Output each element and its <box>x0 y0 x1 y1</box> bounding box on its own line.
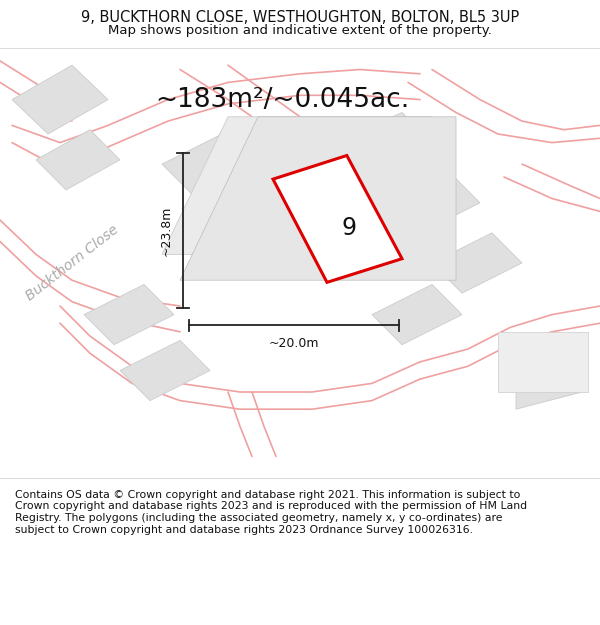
Text: Buckthorn Close: Buckthorn Close <box>23 222 121 303</box>
Polygon shape <box>162 117 432 254</box>
Text: Map shows position and indicative extent of the property.: Map shows position and indicative extent… <box>108 24 492 38</box>
Polygon shape <box>498 332 588 392</box>
Polygon shape <box>273 156 402 282</box>
Polygon shape <box>84 284 174 345</box>
Polygon shape <box>12 65 108 134</box>
Text: ~23.8m: ~23.8m <box>159 206 172 256</box>
Polygon shape <box>180 117 456 280</box>
Polygon shape <box>162 134 252 194</box>
Polygon shape <box>372 284 462 345</box>
Text: 9, BUCKTHORN CLOSE, WESTHOUGHTON, BOLTON, BL5 3UP: 9, BUCKTHORN CLOSE, WESTHOUGHTON, BOLTON… <box>81 9 519 24</box>
Text: ~20.0m: ~20.0m <box>269 338 319 351</box>
Polygon shape <box>516 349 582 409</box>
Polygon shape <box>120 341 210 401</box>
Polygon shape <box>36 130 120 190</box>
Polygon shape <box>432 233 522 293</box>
Text: ~183m²/~0.045ac.: ~183m²/~0.045ac. <box>155 87 409 112</box>
Polygon shape <box>336 112 432 173</box>
Text: Contains OS data © Crown copyright and database right 2021. This information is : Contains OS data © Crown copyright and d… <box>15 490 527 534</box>
Polygon shape <box>390 173 480 233</box>
Polygon shape <box>180 190 270 250</box>
Text: 9: 9 <box>342 216 356 239</box>
